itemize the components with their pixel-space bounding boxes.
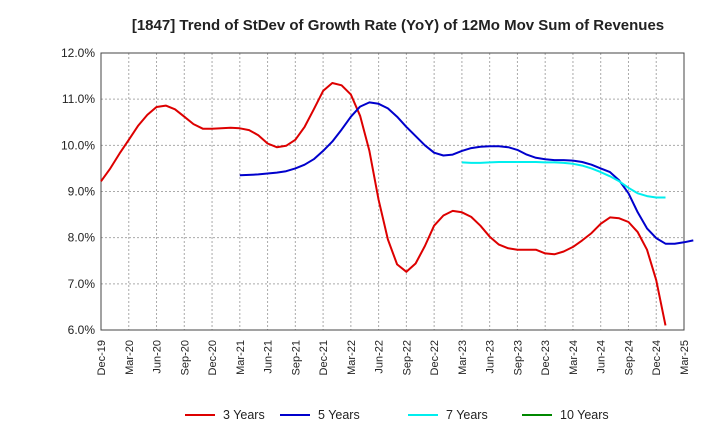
x-tick-label: Dec-23 (540, 340, 552, 375)
x-tick-label: Jun-23 (485, 340, 497, 374)
grid (100, 52, 685, 331)
x-tick-label: Sep-22 (401, 340, 413, 375)
y-tick-label: 12.0% (61, 46, 95, 60)
legend: 3 Years 5 Years 7 Years 10 Years (185, 408, 609, 422)
x-tick-label: Mar-24 (568, 340, 580, 375)
x-tick-label: Dec-21 (318, 340, 330, 375)
series-line-3-years (100, 82, 667, 326)
x-tick-label: Mar-20 (124, 340, 136, 375)
x-tick-label: Sep-23 (512, 340, 524, 375)
x-tick-label: Sep-20 (179, 340, 191, 375)
x-tick-label: Jun-24 (596, 340, 608, 374)
axes: 6.0% 7.0% 8.0% 9.0% 10.0% 11.0% 12.0% Dec-19 Mar… (61, 46, 691, 375)
x-tick-label: Mar-23 (457, 340, 469, 375)
y-tick-label: 11.0% (62, 92, 95, 106)
series-line-5-years (239, 101, 694, 245)
x-tick-label: Jun-21 (263, 340, 275, 374)
y-tick-label: 9.0% (68, 185, 96, 199)
series-lines (100, 82, 694, 326)
y-tick-label: 6.0% (68, 323, 96, 337)
legend-label: 3 Years (223, 408, 265, 422)
y-tick-label: 10.0% (61, 138, 95, 152)
x-tick-label: Mar-22 (346, 340, 358, 375)
x-tick-label: Dec-20 (207, 340, 219, 375)
legend-label: 5 Years (318, 408, 360, 422)
legend-label: 10 Years (560, 408, 609, 422)
x-tick-label: Dec-22 (429, 340, 441, 375)
chart-title: [1847] Trend of StDev of Growth Rate (Yo… (132, 17, 664, 34)
x-tick-label: Jun-20 (152, 340, 164, 374)
x-tick-label: Jun-22 (374, 340, 386, 374)
x-tick-label: Sep-24 (623, 340, 635, 375)
plot-area (101, 53, 684, 330)
y-tick-label: 7.0% (68, 277, 96, 291)
x-tick-label: Mar-21 (235, 340, 247, 375)
plot-border (100, 52, 685, 331)
x-tick-label: Mar-25 (679, 340, 691, 375)
series-line-7-years (461, 161, 666, 199)
legend-label: 7 Years (446, 408, 488, 422)
x-tick-label: Dec-24 (651, 340, 663, 375)
x-tick-label: Dec-19 (96, 340, 108, 375)
x-tick-label: Sep-21 (290, 340, 302, 375)
y-tick-label: 8.0% (68, 231, 96, 245)
